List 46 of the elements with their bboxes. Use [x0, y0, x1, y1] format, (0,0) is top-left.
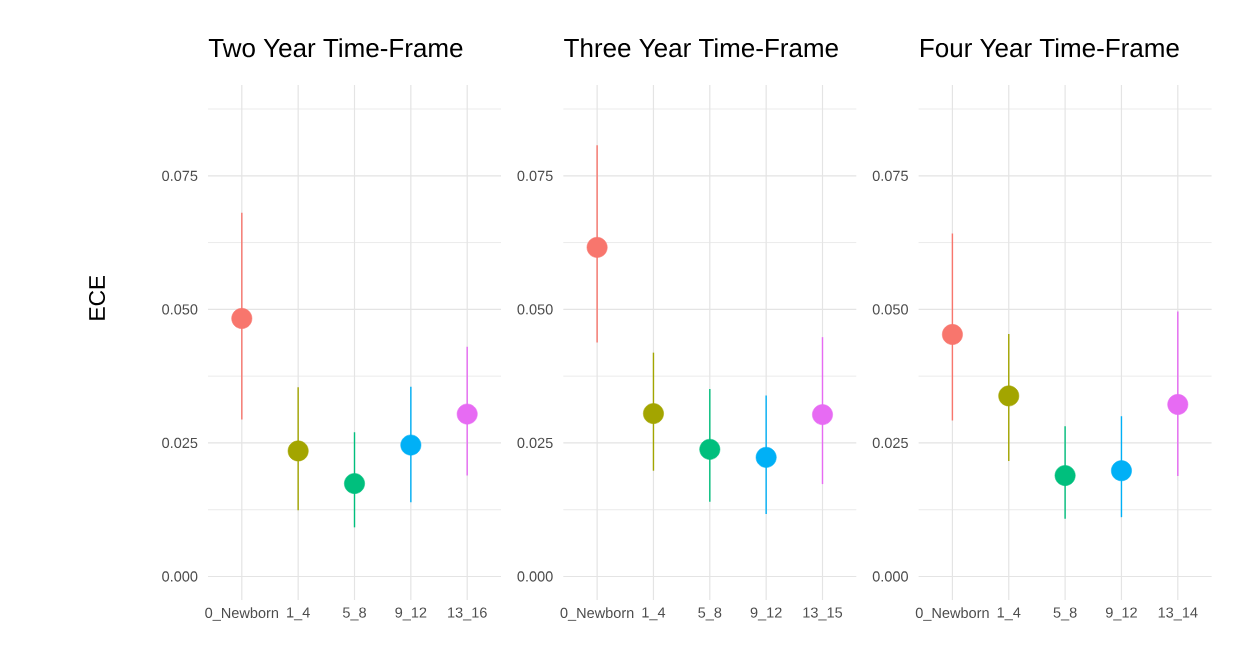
- x-tick-label: 5_8: [342, 607, 366, 621]
- y-tick-label: 0.000: [162, 571, 198, 582]
- point: [456, 403, 478, 425]
- x-tick-label: 13_14: [1158, 607, 1198, 621]
- y-tick-label: 0.025: [872, 437, 908, 449]
- point: [1054, 465, 1076, 486]
- point: [812, 404, 833, 426]
- x-tick-label: 1_4: [997, 607, 1021, 621]
- point: [755, 446, 777, 468]
- x-tick-label: 0_Newborn: [915, 607, 989, 621]
- x-tick-label: 9_12: [1105, 607, 1137, 621]
- y-tick-label: 0.075: [162, 170, 198, 181]
- point: [1111, 460, 1132, 482]
- point: [344, 473, 365, 494]
- point: [699, 438, 721, 460]
- x-tick-label: 5_8: [1053, 607, 1077, 621]
- y-tick-label: 0.075: [872, 170, 908, 181]
- y-tick-label: 0.000: [872, 571, 908, 582]
- point: [287, 440, 309, 462]
- chart-title: Four Year Time-Frame: [921, 38, 1179, 58]
- y-tick-label: 0.050: [872, 304, 908, 315]
- point: [942, 324, 963, 345]
- y-tick-label: 0.075: [517, 170, 553, 181]
- y-tick-label: 0.000: [517, 571, 553, 582]
- point: [998, 385, 1020, 407]
- chart-title: Three Year Time-Frame: [564, 38, 838, 58]
- point: [586, 236, 608, 258]
- x-tick-label: 13_15: [803, 607, 843, 621]
- x-tick-label: 0_Newborn: [560, 607, 634, 621]
- point: [1167, 394, 1189, 415]
- y-axis-title: ECE: [88, 275, 106, 320]
- x-tick-label: 1_4: [287, 607, 310, 621]
- y-tick-label: 0.050: [517, 304, 553, 315]
- y-tick-label: 0.025: [517, 437, 553, 449]
- y-tick-label: 0.050: [162, 304, 198, 315]
- point: [643, 403, 664, 424]
- point: [231, 308, 253, 329]
- point: [400, 434, 422, 456]
- x-tick-label: 9_12: [395, 607, 427, 621]
- chart-title: Two Year Time-Frame: [208, 38, 463, 58]
- y-tick-label: 0.025: [162, 437, 198, 449]
- x-tick-label: 0_Newborn: [205, 607, 278, 621]
- x-tick-label: 5_8: [698, 607, 722, 621]
- x-tick-label: 13_16: [448, 607, 487, 621]
- x-tick-label: 1_4: [642, 607, 666, 621]
- x-tick-label: 9_12: [750, 607, 782, 621]
